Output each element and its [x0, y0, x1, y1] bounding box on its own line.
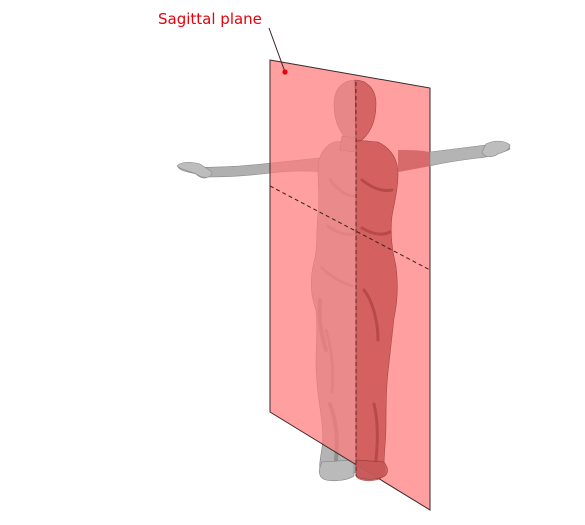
left-hand [176, 161, 213, 178]
plane-surface [269, 59, 431, 511]
label-leader-line [268, 27, 286, 73]
sagittal-plane [269, 59, 431, 511]
intersection-lines [269, 82, 431, 476]
right-foot [355, 459, 388, 480]
human-figure-right [354, 79, 511, 482]
right-hand [481, 140, 511, 158]
left-foot [319, 459, 355, 482]
sagittal-plane-label: Sagittal plane [158, 10, 262, 28]
transverse-dash [269, 185, 431, 271]
right-body-shading [360, 178, 394, 462]
right-arm-in-plane [398, 150, 430, 172]
label-group: Sagittal plane [158, 10, 288, 75]
label-leader-dot [282, 69, 288, 75]
